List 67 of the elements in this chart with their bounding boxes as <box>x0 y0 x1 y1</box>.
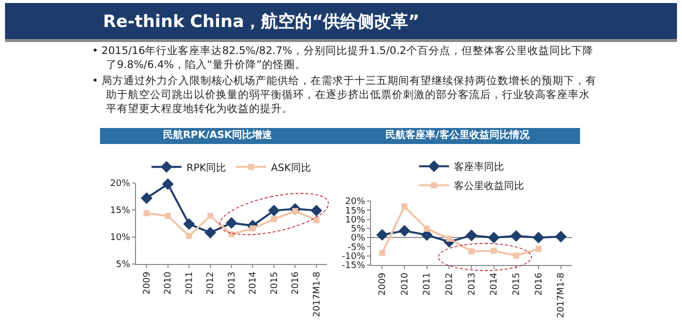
y-tick-label: 15% <box>110 206 131 216</box>
point <box>490 248 497 254</box>
y-tick-label: 10% <box>110 233 131 244</box>
point <box>513 252 520 259</box>
x-tick-label: 2016 <box>291 271 302 295</box>
legend-label: 客公里收益同比 <box>454 180 524 192</box>
y-tick-label: -5% <box>348 242 366 253</box>
point <box>183 218 195 230</box>
x-tick-label: 2014 <box>248 271 259 295</box>
y-tick-label: 15% <box>345 206 366 216</box>
point <box>376 228 388 241</box>
point <box>313 217 320 224</box>
x-tick-label: 2015 <box>512 272 522 296</box>
legend-label: 客座率同比 <box>454 161 504 174</box>
point <box>164 212 171 219</box>
x-tick-label: 2010 <box>400 272 410 296</box>
y-tick-label: -10% <box>342 252 366 262</box>
x-tick-label: 2013 <box>227 272 238 295</box>
y-tick-label: 5% <box>350 224 366 235</box>
point <box>398 224 410 237</box>
point <box>226 217 238 229</box>
y-tick-label: 20% <box>345 197 366 208</box>
x-tick-label: 2014 <box>490 272 500 296</box>
chart-title: 民航RPK/ASK同比增速 <box>100 128 335 144</box>
point <box>510 230 522 242</box>
point <box>310 204 322 216</box>
x-tick-label: 2009 <box>378 272 388 296</box>
x-tick-label: 2013 <box>467 272 478 296</box>
y-tick-label: 0% <box>350 234 366 244</box>
text: • 局方通过外力介入限制核心机场产能供给，在需求于十三五期间有望继续保持两位数增长的预期下，有助于航空公司跳出以价换量的弱平衡循环，在逐步挤出低票价刺激的部分客流后，行业较高客座率水平有望更大程度地转化为收益的提升。 <box>92 74 597 116</box>
x-tick-label: 2010 <box>164 271 174 295</box>
point <box>207 212 214 219</box>
point <box>204 226 216 239</box>
y-tick-label: 5% <box>116 260 131 270</box>
point <box>536 246 542 252</box>
point <box>468 248 474 254</box>
point <box>402 203 408 210</box>
point <box>144 210 150 216</box>
x-tick-label: 2011 <box>422 272 433 296</box>
point <box>140 192 152 204</box>
x-tick-label: 2015 <box>270 272 280 295</box>
chart-title: 民航客座率/客公里收益同比情况 <box>335 128 580 144</box>
x-tick-label: 2011 <box>184 272 195 295</box>
y-tick-label: -15% <box>342 261 366 272</box>
point <box>446 236 452 242</box>
x-tick-label: 2009 <box>142 271 153 295</box>
point <box>186 232 192 239</box>
point <box>554 230 567 243</box>
legend-label: RPK同比 <box>186 162 226 174</box>
point <box>268 204 280 216</box>
point <box>162 178 174 190</box>
y-tick-label: 20% <box>110 179 131 190</box>
x-tick-label: 2012 <box>206 272 216 295</box>
point <box>488 232 500 244</box>
text: Re-think China，航空的“供给侧改革” <box>103 11 420 33</box>
y-tick-label: 10% <box>345 215 366 226</box>
point <box>270 216 277 222</box>
legend-label: ASK同比 <box>271 162 311 174</box>
text: • 2015/16年行业客座率达82.5%/82.7%，分别同比提升1.5/0.2个百分点，但整体客公里收益同比下降了9.8%/6.4%，陷入“量升价降”的怪圈。 <box>92 44 594 72</box>
point <box>379 250 386 256</box>
point <box>424 226 430 232</box>
point <box>466 230 478 242</box>
x-tick-label: 2016 <box>534 272 544 296</box>
x-tick-label: 2017M1-8 <box>556 272 567 318</box>
point <box>532 232 544 244</box>
x-tick-label: 2012 <box>445 272 456 296</box>
x-tick-label: 2017M1-8 <box>312 271 322 317</box>
